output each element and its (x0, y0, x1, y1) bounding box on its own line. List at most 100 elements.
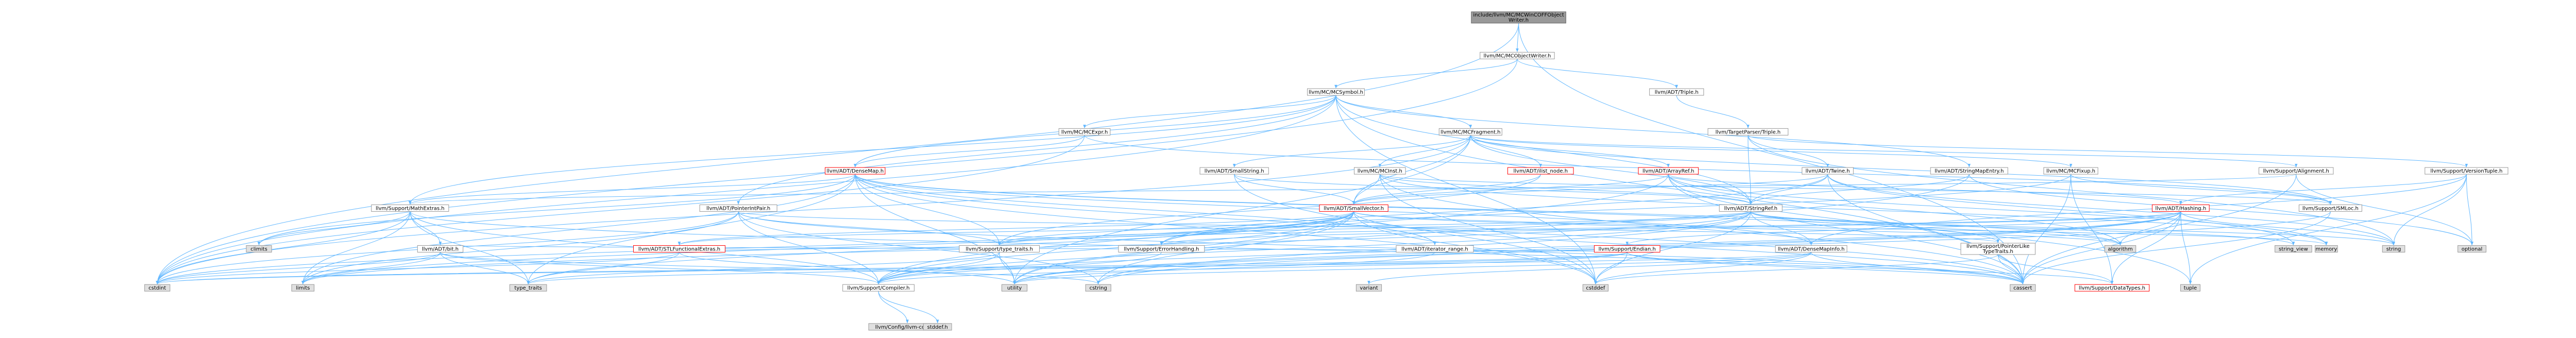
node-n18[interactable]: llvm/Support/MathExtras.h (371, 204, 449, 212)
edge-n11-n47 (1668, 174, 2192, 284)
node-n10[interactable]: llvm/ADT/ilist_node.h (1507, 167, 1574, 175)
node-n7[interactable]: llvm/ADT/DenseMap.h (825, 167, 886, 175)
node-label: llvm/MC/MCFixup.h (2046, 168, 2095, 174)
node-n17[interactable]: llvm/ADT/PointerIntPair.h (699, 204, 777, 212)
edge-n7-n23 (257, 174, 856, 246)
node-n15[interactable]: llvm/Support/Alignment.h (2259, 167, 2334, 175)
edge-n5-n14 (1470, 134, 2073, 167)
node-label: llvm/MC/MCInst.h (1358, 168, 1402, 174)
node-label: string (2386, 246, 2401, 252)
edge-n17-n38 (301, 211, 739, 284)
edge-n21-n46 (2110, 211, 2181, 284)
edge-n7-n28 (855, 174, 1436, 246)
node-n9[interactable]: llvm/MC/MCInst.h (1354, 167, 1406, 175)
node-n25[interactable]: llvm/ADT/STLFunctionalExtras.h (633, 245, 725, 252)
node-n4[interactable]: llvm/MC/MCExpr.h (1058, 128, 1111, 136)
node-box (1638, 167, 1699, 175)
edge-n0-n37 (156, 23, 1519, 284)
node-box (1001, 284, 1028, 292)
node-n27[interactable]: llvm/Support/ErrorHandling.h (1118, 245, 1205, 252)
node-n5[interactable]: llvm/MC/MCFragment.h (1438, 128, 1502, 136)
edge-n16-n30 (1809, 174, 2467, 246)
edge-n40-n49 (878, 291, 939, 324)
edge-n28-n41 (1013, 252, 1435, 284)
node-n13[interactable]: llvm/ADT/StringMapEntry.h (1930, 167, 2008, 175)
edge-n31-n46 (1997, 254, 2114, 284)
edge-n30-n43 (1367, 252, 1812, 284)
edge-n30-n45 (1811, 252, 2024, 284)
edge-n1-n2 (1334, 59, 1518, 89)
edge-n31-n44 (1594, 254, 1998, 284)
edge-n25-n39 (527, 252, 680, 284)
node-label: cstddef (1586, 285, 1605, 291)
node-n34: memory (2315, 245, 2338, 252)
node-box (1118, 245, 1205, 252)
node-label: climits (250, 246, 267, 252)
node-n11[interactable]: llvm/ADT/ArrayRef.h (1638, 167, 1699, 175)
edge-n20-n25 (678, 211, 1751, 246)
node-n14[interactable]: llvm/MC/MCFixup.h (2043, 167, 2098, 175)
edge-n30-n41 (1013, 252, 1812, 284)
node-label: llvm/ADT/STLFunctionalExtras.h (638, 246, 720, 252)
edge-n2-n37 (156, 95, 1336, 284)
edge-n13-n41 (1013, 174, 1970, 284)
node-box (2180, 284, 2200, 292)
node-n19[interactable]: llvm/ADT/SmallVector.h (1319, 204, 1388, 212)
edge-n5-n37 (156, 135, 1471, 284)
edge-n12-n19 (1352, 174, 1828, 205)
node-n41: utility (1001, 284, 1028, 292)
edge-n9-n20 (1379, 174, 1752, 205)
edge-n6-n12 (1748, 135, 1829, 167)
edge-n20-n26 (998, 211, 1751, 246)
node-box (2074, 284, 2150, 292)
node-n21[interactable]: llvm/ADT/Hashing.h (2151, 204, 2210, 212)
edge-n22-n45 (2021, 211, 2331, 284)
node-n22[interactable]: llvm/Support/SMLoc.h (2298, 204, 2362, 212)
node-n1[interactable]: llvm/MC/MCObjectWriter.h (1480, 52, 1555, 59)
node-label: llvm/Support/VersionTuple.h (2430, 168, 2502, 174)
edge-n21-n29 (1625, 211, 2181, 246)
node-label: variant (1360, 285, 1378, 291)
node-label: llvm/MC/MCSymbol.h (1309, 90, 1363, 95)
edge-n7-n26 (855, 174, 1001, 246)
node-n24[interactable]: llvm/ADT/bit.h (417, 245, 464, 252)
node-box (246, 245, 272, 252)
edge-n7-n39 (527, 174, 856, 284)
edge-n11-n32 (1668, 174, 2122, 246)
node-label: llvm/Support/ErrorHandling.h (1124, 246, 1199, 252)
node-n46[interactable]: llvm/Support/DataTypes.h (2074, 284, 2150, 292)
edge-n5-n41 (1013, 135, 1471, 284)
node-n20[interactable]: llvm/ADT/StringRef.h (1719, 204, 1783, 212)
node-n26[interactable]: llvm/Support/type_traits.h (959, 245, 1040, 252)
node-n8[interactable]: llvm/ADT/SmallString.h (1199, 167, 1269, 175)
node-n3[interactable]: llvm/ADT/Triple.h (1649, 88, 1704, 96)
edge-n2-n13 (1335, 95, 1971, 167)
node-n29[interactable]: llvm/Support/Endian.h (1594, 245, 1660, 252)
edge-n21-n47 (2180, 211, 2192, 284)
node-box (1707, 128, 1789, 136)
node-n16[interactable]: llvm/Support/VersionTuple.h (2425, 167, 2509, 175)
node-n12[interactable]: llvm/ADT/Twine.h (1802, 167, 1854, 175)
edge-n11-n21 (1668, 174, 2182, 205)
edge-n9-n22 (1379, 174, 2332, 205)
node-box (1355, 284, 1382, 292)
edge-n7-n18 (409, 174, 856, 205)
node-n28[interactable]: llvm/ADT/iterator_range.h (1396, 245, 1474, 252)
node-n32: algorithm (2104, 245, 2137, 252)
node-box (2382, 245, 2405, 252)
node-box (2104, 245, 2137, 252)
node-n2[interactable]: llvm/MC/MCSymbol.h (1307, 88, 1365, 96)
node-n40[interactable]: llvm/Support/Compiler.h (842, 284, 915, 292)
node-n23: climits (246, 245, 272, 252)
edge-n7-n44 (855, 174, 1597, 284)
node-n6[interactable]: llvm/TargetParser/Triple.h (1707, 128, 1789, 136)
node-n30[interactable]: llvm/ADT/DenseMapInfo.h (1775, 245, 1848, 252)
edge-n27-n40 (877, 252, 1162, 284)
node-box (2425, 167, 2509, 175)
edge-n17-n26 (738, 211, 1001, 246)
edge-n12-n33 (1827, 174, 2295, 246)
node-n33: string_view (2275, 245, 2312, 252)
node-n45: cassert (2010, 284, 2036, 292)
